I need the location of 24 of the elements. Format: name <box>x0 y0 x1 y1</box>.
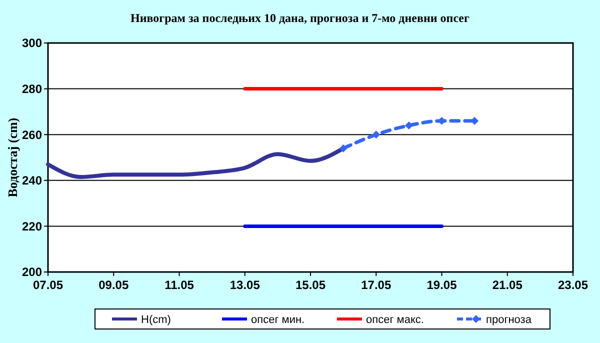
y-axis-title: Водостај (cm) <box>5 118 20 198</box>
y-tick-label: 220 <box>22 219 42 234</box>
point <box>339 144 348 152</box>
y-tick-label: 240 <box>22 174 42 188</box>
y-tick-label: 260 <box>22 128 42 142</box>
x-tick-label: 19.05 <box>426 278 458 292</box>
y-tick-label: 300 <box>22 36 42 50</box>
y-tick-label: 280 <box>22 82 42 96</box>
legend-label: H(cm) <box>141 314 171 326</box>
x-tick-label: 23.05 <box>558 278 588 292</box>
legend-label: прогноза <box>486 314 532 326</box>
x-tick-label: 13.05 <box>230 278 260 292</box>
chart-title: Нивограм за последњих 10 дана, прогноза и 7-мо дневни опсег <box>130 11 470 25</box>
x-tick-label: 11.05 <box>164 278 194 292</box>
legend-label: опсег макс. <box>366 314 424 326</box>
x-tick-label: 07.05 <box>32 278 64 292</box>
x-tick-label: 09.05 <box>98 278 129 292</box>
y-tick-label: 200 <box>22 265 42 280</box>
x-tick-label: 17.05 <box>361 278 392 292</box>
point <box>372 130 380 139</box>
legend-label: опсег мин. <box>251 314 305 326</box>
x-tick-label: 21.05 <box>492 278 523 292</box>
point <box>404 121 413 130</box>
x-tick-label: 15.05 <box>295 278 326 292</box>
